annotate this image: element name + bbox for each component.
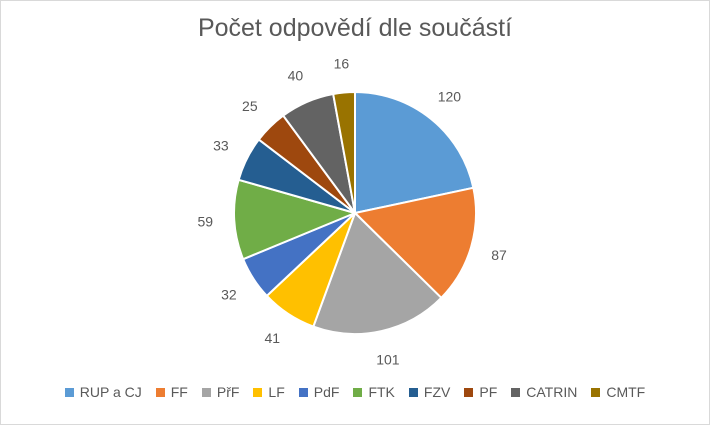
pie-slice-ff — [352, 186, 477, 300]
data-label: 32 — [221, 286, 237, 302]
chart-title: Počet odpovědí dle součástí — [197, 14, 513, 42]
data-label: 87 — [491, 247, 507, 263]
legend-label: CATRIN — [526, 384, 578, 400]
data-label: 33 — [213, 138, 229, 154]
data-label: 40 — [288, 67, 304, 83]
legend-label: PdF — [313, 384, 340, 400]
legend-label: RUP a CJ — [79, 384, 142, 400]
data-label: 25 — [242, 98, 258, 114]
legend-item: PřF — [201, 384, 240, 400]
legend-swatch — [511, 387, 521, 397]
legend-item: PF — [464, 384, 497, 400]
pie-slice-p-f — [312, 211, 443, 335]
legend-swatch — [64, 387, 74, 397]
legend-item: RUP a CJ — [64, 384, 142, 400]
legend-swatch — [201, 387, 211, 397]
legend-item: FF — [155, 384, 188, 400]
chart-legend: RUP a CJ FF PřF LF PdF FTK FZV PF CATRIN CMTF — [0, 384, 710, 400]
legend-label: FTK — [368, 384, 395, 400]
legend-label: FF — [170, 384, 188, 400]
pie-slice-ftk — [233, 178, 359, 261]
legend-item: CMTF — [591, 384, 645, 400]
data-label: 120 — [438, 88, 462, 104]
pie-slice-rup-a-cj — [354, 90, 475, 215]
legend-swatch — [591, 387, 601, 397]
legend-label: PřF — [216, 384, 240, 400]
legend-swatch — [155, 387, 165, 397]
data-label: 59 — [197, 214, 213, 230]
legend-label: FZV — [423, 384, 451, 400]
legend-swatch — [464, 387, 474, 397]
data-label: 16 — [334, 56, 350, 72]
pie-slice-cmtf — [331, 90, 356, 214]
legend-item: CATRIN — [511, 384, 577, 400]
legend-swatch — [298, 387, 308, 397]
data-label: 41 — [264, 330, 280, 346]
legend-item: LF — [253, 384, 285, 400]
legend-swatch — [353, 387, 363, 397]
data-label: 101 — [376, 351, 400, 367]
legend-item: PdF — [298, 384, 340, 400]
legend-item: FZV — [408, 384, 451, 400]
legend-item: FTK — [353, 384, 395, 400]
legend-label: PF — [479, 384, 498, 400]
legend-swatch — [253, 387, 263, 397]
legend-label: LF — [268, 384, 285, 400]
legend-swatch — [408, 387, 418, 397]
legend-label: CMTF — [606, 384, 646, 400]
